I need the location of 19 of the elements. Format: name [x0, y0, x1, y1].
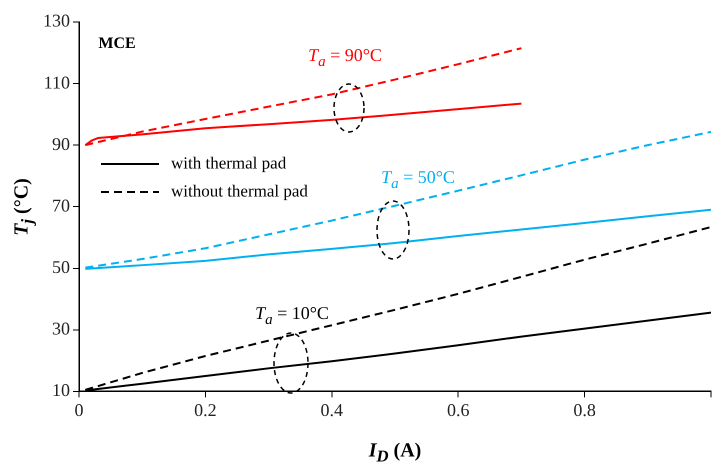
y-tick-label: 50	[52, 257, 70, 277]
legend-label: with thermal pad	[171, 153, 287, 172]
y-tick-label: 70	[52, 195, 70, 216]
annotation: MCE	[98, 35, 136, 52]
y-tick-label: 90	[52, 134, 70, 154]
x-axis-title: I$_{D}$ (A)	[368, 440, 422, 466]
y-tick-label: 30	[52, 318, 70, 339]
y-tick-label: 130	[43, 10, 70, 31]
y-tick-label: 110	[44, 72, 70, 92]
y-tick-label: 10	[52, 380, 70, 400]
x-tick-label: 0.8	[573, 400, 596, 420]
annotation: T$_{a}$ = 50°C	[381, 167, 455, 192]
x-tick-label: 0	[74, 400, 84, 420]
annotation: T$_{a}$ = 90°C	[308, 45, 382, 70]
x-tick-label: 0.2	[194, 400, 217, 420]
legend-label: without thermal pad	[171, 181, 308, 200]
x-tick-label: 0.4	[320, 400, 344, 420]
x-tick-label: 0.6	[446, 400, 470, 420]
annotation: T$_{a}$ = 10°C	[255, 303, 329, 328]
